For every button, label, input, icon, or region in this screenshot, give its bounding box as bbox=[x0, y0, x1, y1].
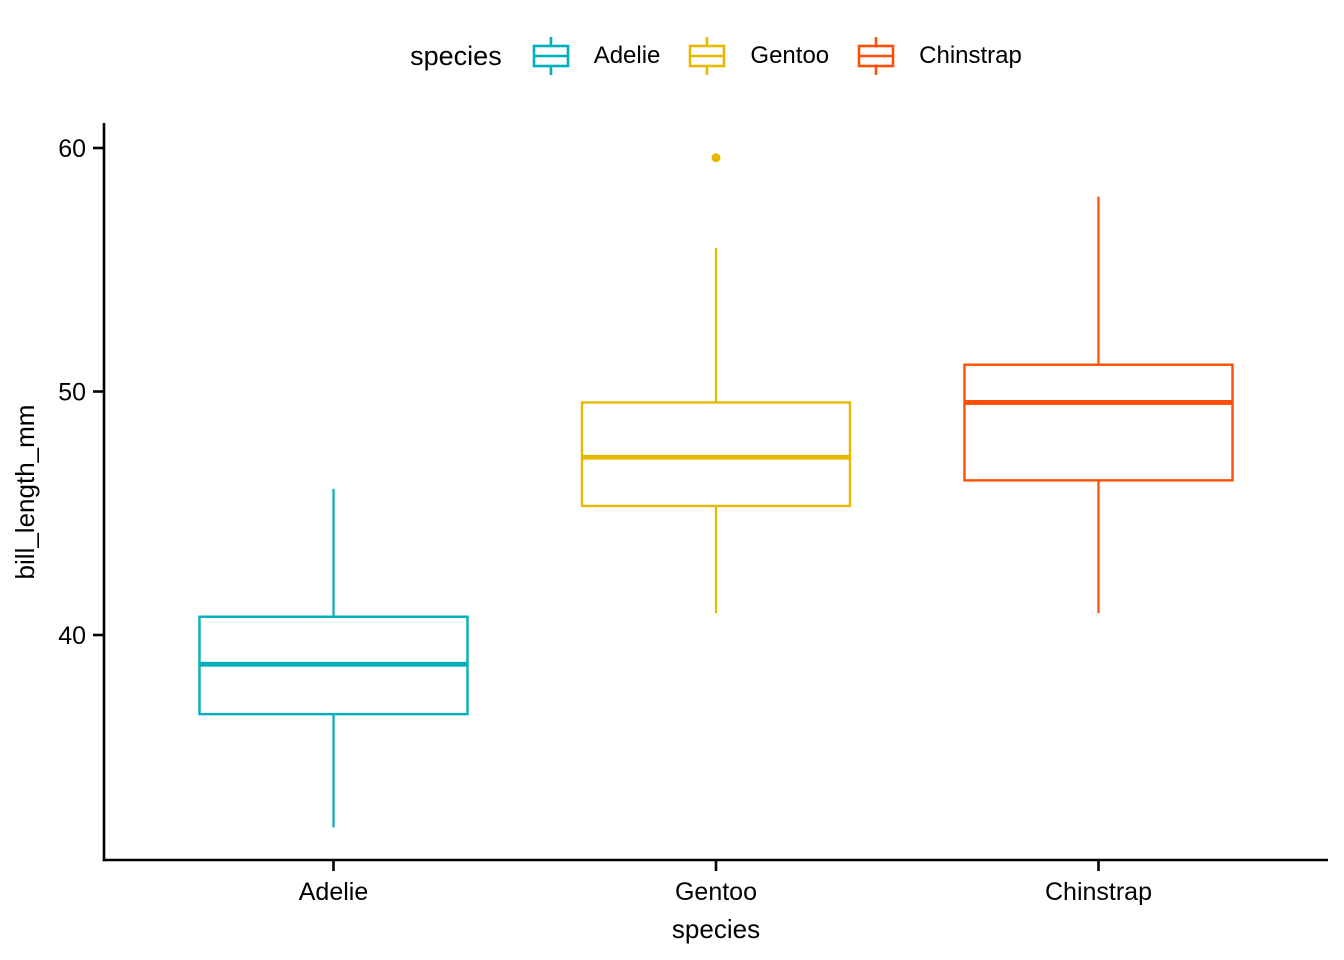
x-tick-label-chinstrap: Chinstrap bbox=[1045, 878, 1152, 906]
y-tick-label: 40 bbox=[58, 622, 86, 650]
x-tick-label-adelie: Adelie bbox=[299, 878, 369, 906]
legend-item-adelie: Adelie bbox=[528, 34, 661, 78]
legend-key-boxplot-icon bbox=[532, 37, 569, 75]
legend-key-boxplot-icon bbox=[689, 37, 726, 75]
y-tick-label: 50 bbox=[58, 379, 86, 407]
y-axis-title: bill_length_mm bbox=[10, 405, 40, 580]
box-gentoo bbox=[580, 401, 852, 508]
legend-label: Chinstrap bbox=[919, 42, 1022, 69]
box-chinstrap bbox=[963, 363, 1234, 482]
outlier-gentoo bbox=[711, 153, 721, 163]
x-axis-title: species bbox=[672, 914, 760, 944]
legend: species Adelie Gentoo Chinstrap bbox=[104, 28, 1328, 84]
y-tick-label: 60 bbox=[58, 135, 86, 163]
legend-item-gentoo: Gentoo bbox=[684, 34, 829, 78]
x-tick-label-gentoo: Gentoo bbox=[675, 878, 757, 906]
legend-item-chinstrap: Chinstrap bbox=[853, 34, 1022, 78]
legend-label: Adelie bbox=[593, 42, 661, 69]
legend-key-boxplot-icon bbox=[857, 37, 895, 75]
legend-label: Gentoo bbox=[750, 42, 830, 69]
legend-title: species bbox=[410, 40, 502, 71]
